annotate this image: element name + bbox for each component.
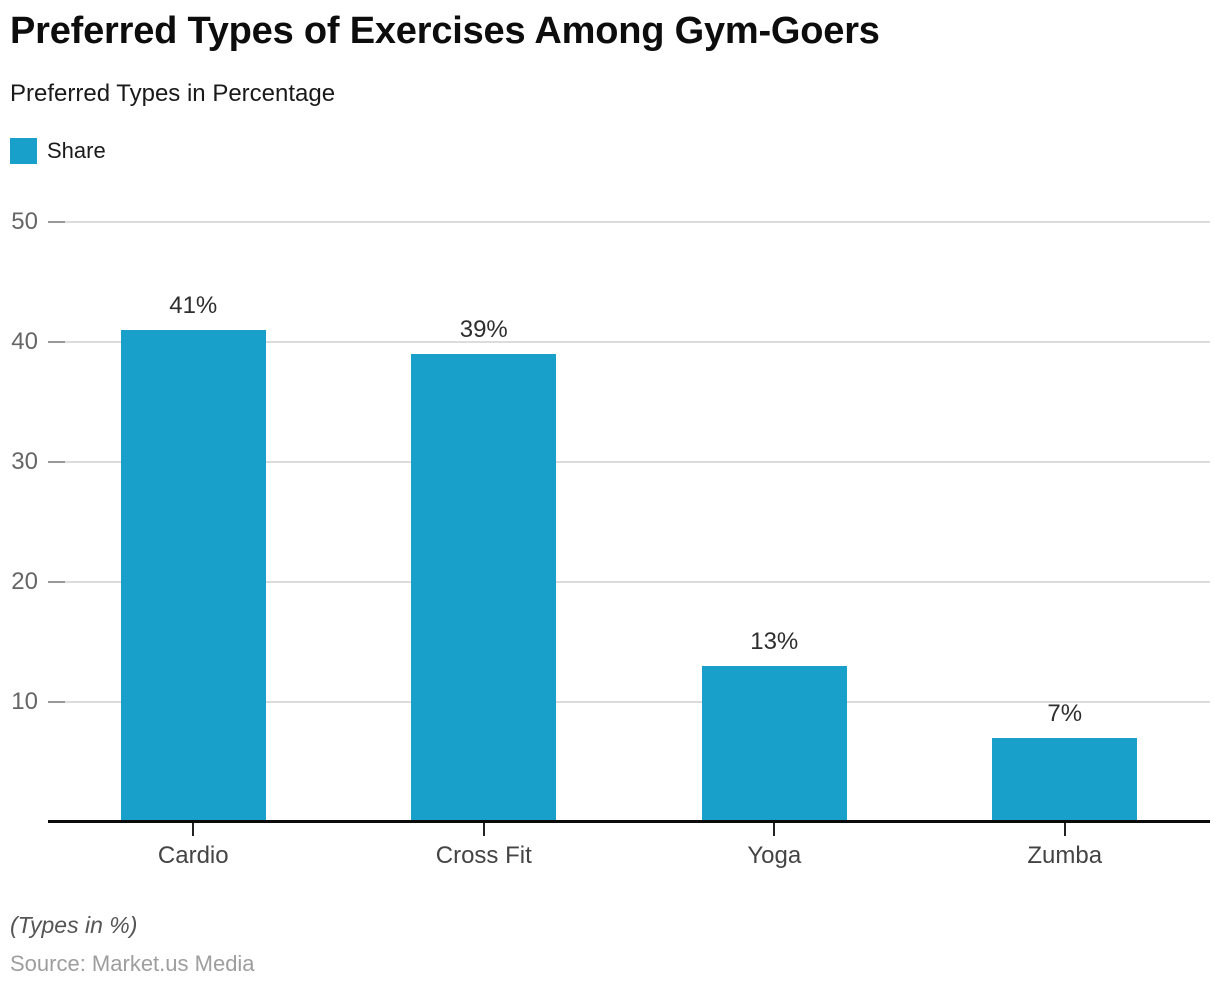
footer-note: (Types in %) — [10, 912, 138, 938]
ytick-mark-10 — [48, 701, 65, 703]
ytick-label-20: 20 — [11, 568, 38, 595]
x-tick-yoga — [773, 823, 776, 836]
value-label-cardio: 41% — [169, 292, 218, 319]
gridline-20 — [48, 581, 1210, 583]
footer-source: Source: Market.us Media — [10, 951, 255, 976]
x-label-yoga: Yoga — [747, 842, 802, 869]
value-label-zumba: 7% — [1047, 700, 1083, 727]
gridline-40 — [48, 341, 1210, 343]
bar-cross-fit — [411, 354, 557, 822]
ytick-label-50: 50 — [11, 208, 38, 235]
legend: Share — [10, 138, 106, 164]
bar-zumba — [992, 738, 1138, 822]
x-axis-baseline — [48, 820, 1210, 823]
x-label-cardio: Cardio — [157, 842, 229, 869]
bar-yoga — [701, 666, 847, 822]
x-tick-zumba — [1063, 823, 1066, 836]
x-tick-cross-fit — [482, 823, 485, 836]
x-label-cross-fit: Cross Fit — [435, 842, 532, 869]
ytick-mark-40 — [48, 341, 65, 343]
chart-subtitle: Preferred Types in Percentage — [10, 80, 336, 107]
ytick-label-10: 10 — [11, 688, 38, 715]
bar-cardio — [120, 330, 266, 822]
x-tick-cardio — [192, 823, 195, 836]
value-label-yoga: 13% — [750, 628, 799, 655]
gridline-10 — [48, 701, 1210, 703]
x-label-zumba: Zumba — [1027, 842, 1103, 869]
value-label-cross-fit: 39% — [459, 316, 508, 343]
chart-title: Preferred Types of Exercises Among Gym-G… — [10, 10, 880, 52]
ytick-mark-30 — [48, 461, 65, 463]
legend-swatch-icon — [10, 138, 37, 164]
ytick-mark-50 — [48, 221, 65, 223]
ytick-mark-20 — [48, 581, 65, 583]
gridline-50 — [48, 221, 1210, 223]
ytick-label-40: 40 — [11, 328, 38, 355]
ytick-label-30: 30 — [11, 448, 38, 475]
legend-label: Share — [47, 138, 106, 163]
gridline-30 — [48, 461, 1210, 463]
